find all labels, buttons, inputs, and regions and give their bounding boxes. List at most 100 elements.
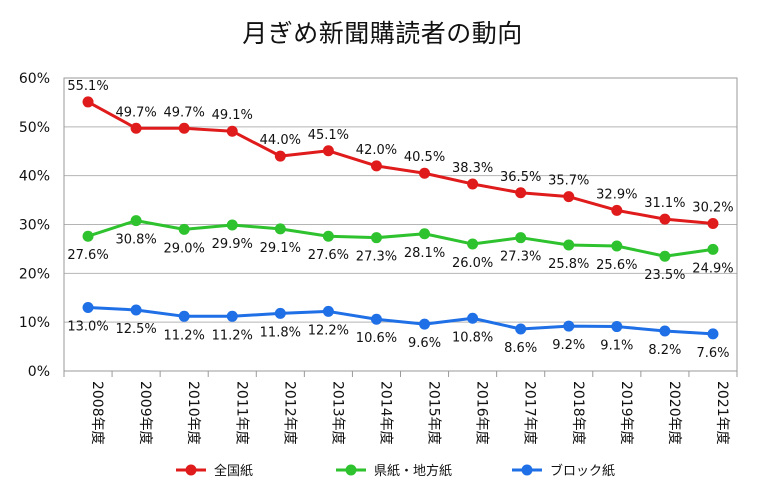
- series-2: 27.6% 30.8% 29.0% 29.9% 29.1% 27.6% 27.3% 28.1%…: [67, 215, 734, 283]
- series-1: 55.1% 49.7% 49.7% 49.1% 44.0% 45.1% 42.0% 40.5%…: [67, 79, 734, 230]
- x-tick-label: 2016年度: [474, 381, 490, 445]
- legend-marker: [345, 464, 357, 476]
- data-label: 30.2%: [692, 201, 733, 216]
- data-point: [707, 328, 719, 340]
- data-label: 36.5%: [500, 170, 541, 185]
- data-point: [178, 310, 190, 322]
- data-point: [707, 243, 719, 255]
- data-label: 38.3%: [452, 161, 493, 176]
- legend-item-1: 全国紙: [176, 463, 253, 479]
- data-point: [82, 96, 94, 108]
- data-label: 24.9%: [692, 261, 733, 276]
- y-tick-label: 50%: [19, 120, 50, 136]
- legend-marker: [185, 464, 197, 476]
- data-point: [226, 310, 238, 322]
- data-label: 29.9%: [212, 237, 253, 252]
- data-label: 12.5%: [115, 322, 156, 337]
- data-label: 26.0%: [452, 256, 493, 271]
- x-tick-label: 2015年度: [426, 381, 442, 445]
- legend-item-2: 県紙・地方紙: [336, 463, 452, 479]
- data-label: 29.0%: [164, 241, 205, 256]
- data-point: [563, 239, 575, 251]
- data-label: 12.2%: [308, 323, 349, 338]
- data-point: [707, 218, 719, 230]
- data-point: [370, 232, 382, 244]
- data-label: 27.6%: [308, 248, 349, 263]
- data-point: [611, 240, 623, 252]
- y-tick-label: 40%: [19, 169, 50, 185]
- legend-label: 県紙・地方紙: [374, 463, 452, 479]
- x-tick-label: 2008年度: [89, 381, 105, 445]
- data-label: 32.9%: [596, 187, 637, 202]
- legend-item-3: ブロック紙: [512, 463, 615, 479]
- y-tick-label: 60%: [19, 71, 50, 87]
- x-tick-label: 2011年度: [233, 381, 249, 445]
- data-point: [178, 223, 190, 235]
- data-label: 9.2%: [552, 338, 585, 353]
- x-tick-label: 2012年度: [281, 381, 297, 445]
- data-point: [659, 250, 671, 262]
- data-label: 13.0%: [67, 320, 108, 335]
- data-point: [611, 321, 623, 333]
- data-label: 27.3%: [500, 250, 541, 265]
- data-point: [178, 122, 190, 134]
- data-label: 11.2%: [164, 328, 205, 343]
- data-point: [226, 125, 238, 137]
- data-point: [515, 323, 527, 335]
- data-point: [419, 318, 431, 330]
- data-label: 55.1%: [67, 79, 108, 94]
- data-point: [563, 191, 575, 203]
- data-label: 9.1%: [600, 339, 633, 354]
- data-label: 35.7%: [548, 174, 589, 189]
- y-tick-label: 10%: [19, 315, 50, 331]
- data-point: [419, 228, 431, 240]
- data-point: [467, 178, 479, 190]
- x-tick-label: 2018年度: [570, 381, 586, 445]
- axis-layer: 0% 10% 20% 30% 40% 50% 60% 2008年度 2009年度 2010年度 20…: [19, 71, 738, 445]
- series-line: [87, 100, 714, 226]
- data-label: 28.1%: [404, 246, 445, 261]
- x-tick-label: 2010年度: [185, 381, 201, 445]
- x-tick-label: 2014年度: [377, 381, 393, 445]
- y-tick-label: 0%: [28, 364, 50, 380]
- data-label: 40.5%: [404, 150, 445, 165]
- data-label: 8.6%: [504, 341, 537, 356]
- data-label: 23.5%: [644, 268, 685, 283]
- data-label: 31.1%: [644, 196, 685, 211]
- y-tick-label: 30%: [19, 218, 50, 234]
- data-point: [322, 230, 334, 242]
- series-layer: 55.1% 49.7% 49.7% 49.1% 44.0% 45.1% 42.0% 40.5%…: [67, 79, 733, 361]
- x-tick-label: 2019年度: [618, 381, 634, 445]
- x-tick-label: 2020年度: [666, 381, 682, 445]
- data-point: [370, 160, 382, 172]
- data-label: 42.0%: [356, 143, 397, 158]
- data-label: 29.1%: [260, 241, 301, 256]
- series-line: [87, 219, 714, 258]
- data-label: 25.8%: [548, 257, 589, 272]
- chart-title: 月ぎめ新聞購読者の動向: [242, 19, 523, 48]
- data-label: 7.6%: [696, 346, 729, 361]
- data-point: [467, 238, 479, 250]
- series-3: 13.0% 12.5% 11.2% 11.2% 11.8% 12.2% 10.6% 9.6% 1…: [67, 302, 729, 361]
- legend-marker: [521, 464, 533, 476]
- data-label: 27.3%: [356, 250, 397, 265]
- data-point: [82, 230, 94, 242]
- data-point: [130, 304, 142, 316]
- data-label: 9.6%: [408, 336, 441, 351]
- data-point: [82, 302, 94, 314]
- data-label: 44.0%: [260, 133, 301, 148]
- data-label: 49.7%: [115, 105, 156, 120]
- series-line: [87, 306, 714, 336]
- data-point: [370, 313, 382, 325]
- data-point: [611, 204, 623, 216]
- data-point: [467, 312, 479, 324]
- data-point: [226, 219, 238, 231]
- data-label: 30.8%: [115, 233, 156, 248]
- data-label: 27.6%: [67, 248, 108, 263]
- data-point: [515, 232, 527, 244]
- data-point: [274, 150, 286, 162]
- data-label: 49.1%: [212, 108, 253, 123]
- data-label: 25.6%: [596, 258, 637, 273]
- data-point: [322, 145, 334, 157]
